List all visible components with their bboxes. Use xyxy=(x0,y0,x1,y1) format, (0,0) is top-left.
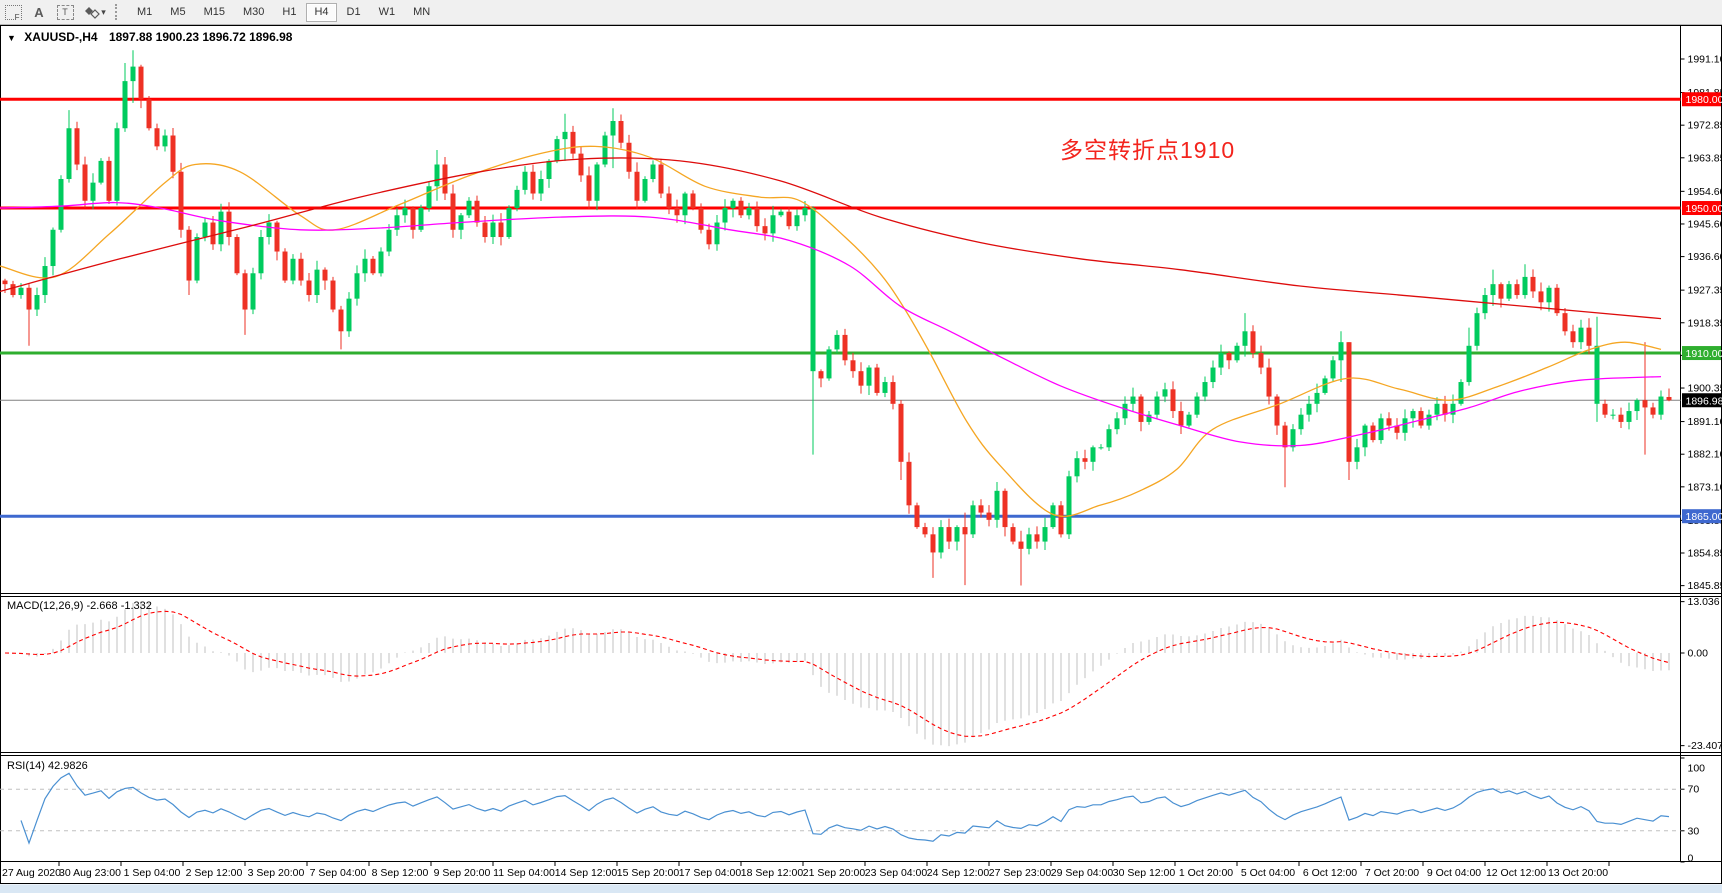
svg-text:-23.407: -23.407 xyxy=(1688,740,1722,752)
f-glyph: F xyxy=(14,12,20,22)
svg-text:100: 100 xyxy=(1688,763,1706,775)
svg-text:2 Sep 12:00: 2 Sep 12:00 xyxy=(186,867,243,879)
svg-text:70: 70 xyxy=(1688,784,1700,796)
timeframe-button-M15[interactable]: M15 xyxy=(203,5,225,18)
rsi-indicator-label: RSI(14) 42.9826 xyxy=(7,760,88,772)
svg-text:0: 0 xyxy=(1688,853,1694,865)
timeframe-button-MN[interactable]: MN xyxy=(413,5,431,18)
svg-text:6 Oct 12:00: 6 Oct 12:00 xyxy=(1303,867,1357,879)
svg-text:1865.00: 1865.00 xyxy=(1686,511,1722,523)
svg-text:1927.35: 1927.35 xyxy=(1688,285,1722,297)
svg-text:9 Sep 20:00: 9 Sep 20:00 xyxy=(434,867,491,879)
svg-text:23 Sep 04:00: 23 Sep 04:00 xyxy=(865,867,928,879)
svg-text:9 Oct 04:00: 9 Oct 04:00 xyxy=(1427,867,1481,879)
svg-text:0.00: 0.00 xyxy=(1688,648,1709,660)
candles-layer xyxy=(2,50,1672,586)
svg-text:7 Sep 04:00: 7 Sep 04:00 xyxy=(310,867,367,879)
svg-text:1873.10: 1873.10 xyxy=(1688,481,1722,493)
svg-text:8 Sep 12:00: 8 Sep 12:00 xyxy=(372,867,429,879)
svg-text:27 Sep 23:00: 27 Sep 23:00 xyxy=(989,867,1052,879)
timeframe-button-W1[interactable]: W1 xyxy=(378,5,396,18)
svg-text:30 Sep 12:00: 30 Sep 12:00 xyxy=(1113,867,1176,879)
arrows-glyph xyxy=(85,7,101,19)
timeframe-button-M30[interactable]: M30 xyxy=(242,5,265,18)
svg-text:1963.85: 1963.85 xyxy=(1688,152,1722,164)
rsi-line xyxy=(20,772,1670,845)
svg-text:1980.00: 1980.00 xyxy=(1686,94,1722,106)
svg-text:24 Sep 12:00: 24 Sep 12:00 xyxy=(927,867,990,879)
svg-text:1854.85: 1854.85 xyxy=(1688,548,1722,560)
svg-text:12 Oct 12:00: 12 Oct 12:00 xyxy=(1486,867,1546,879)
dropdown-caret-icon: ▾ xyxy=(101,6,106,17)
svg-text:1845.85: 1845.85 xyxy=(1688,580,1722,592)
ma-slow-line xyxy=(0,157,1662,320)
timeframe-button-D1[interactable]: D1 xyxy=(346,5,361,18)
svg-text:13.036: 13.036 xyxy=(1688,596,1720,608)
price-badges: 1980.00 1950.00 1910.00 1896.98 1865.00 xyxy=(1682,92,1722,524)
timeframe-button-M1[interactable]: M1 xyxy=(137,5,153,18)
svg-text:1882.10: 1882.10 xyxy=(1688,449,1722,461)
svg-text:21 Sep 20:00: 21 Sep 20:00 xyxy=(803,867,866,879)
svg-text:29 Sep 04:00: 29 Sep 04:00 xyxy=(1051,867,1114,879)
svg-text:1945.60: 1945.60 xyxy=(1688,218,1722,230)
macd-histogram xyxy=(12,601,1670,747)
svg-text:1991.10: 1991.10 xyxy=(1688,53,1722,65)
dotted-box-shape: F xyxy=(4,4,22,22)
macd-signal-line xyxy=(4,610,1670,737)
timeframe-buttons: M1 M5 M15 M30 H1 H4 D1 W1 MN xyxy=(128,2,439,22)
svg-text:18 Sep 12:00: 18 Sep 12:00 xyxy=(741,867,804,879)
svg-text:15 Sep 20:00: 15 Sep 20:00 xyxy=(617,867,680,879)
text-label-icon[interactable]: T xyxy=(52,3,78,22)
toolbar-grip[interactable] xyxy=(115,4,124,20)
svg-text:1954.60: 1954.60 xyxy=(1688,186,1722,198)
svg-text:1891.10: 1891.10 xyxy=(1688,416,1722,428)
svg-text:30 Aug 23:00: 30 Aug 23:00 xyxy=(59,867,121,879)
macd-indicator-label: MACD(12,26,9) -2.668 -1.332 xyxy=(7,600,152,612)
svg-text:5 Oct 04:00: 5 Oct 04:00 xyxy=(1241,867,1295,879)
macd-axis[interactable]: 13.036 0.00 -23.407 xyxy=(1680,596,1722,752)
svg-text:13 Oct 20:00: 13 Oct 20:00 xyxy=(1548,867,1608,879)
ma-medium-line xyxy=(0,201,1662,447)
svg-text:3 Sep 20:00: 3 Sep 20:00 xyxy=(248,867,305,879)
timeframe-button-H4[interactable]: H4 xyxy=(306,2,337,22)
svg-text:11 Sep 04:00: 11 Sep 04:00 xyxy=(493,867,555,879)
svg-text:1910.00: 1910.00 xyxy=(1686,348,1722,360)
svg-text:30: 30 xyxy=(1688,825,1700,837)
svg-text:27 Aug 2020: 27 Aug 2020 xyxy=(2,867,61,879)
ma-fast-line xyxy=(0,145,1662,517)
symbol-timeframe-label: XAUUSD-,H4 xyxy=(24,30,98,44)
svg-text:14 Sep 12:00: 14 Sep 12:00 xyxy=(555,867,618,879)
symbol-dropdown-icon[interactable]: ▼ xyxy=(7,33,16,43)
draw-text-icon[interactable]: A xyxy=(34,4,44,20)
svg-text:1900.35: 1900.35 xyxy=(1688,383,1722,395)
chart-text-annotation[interactable]: 多空转折点1910 xyxy=(1060,137,1236,163)
svg-text:17 Sep 04:00: 17 Sep 04:00 xyxy=(679,867,742,879)
svg-text:1896.98: 1896.98 xyxy=(1686,395,1722,407)
svg-text:1972.85: 1972.85 xyxy=(1688,120,1722,132)
timeframe-button-H1[interactable]: H1 xyxy=(282,5,297,18)
timeframe-button-M5[interactable]: M5 xyxy=(170,5,186,18)
toolbar: F A T ▾ M1 M5 M15 M30 H1 H4 D1 W1 MN xyxy=(0,0,1722,25)
svg-text:1918.35: 1918.35 xyxy=(1688,317,1722,329)
svg-text:1 Sep 04:00: 1 Sep 04:00 xyxy=(124,867,181,879)
svg-text:1950.00: 1950.00 xyxy=(1686,203,1722,215)
svg-text:1936.60: 1936.60 xyxy=(1688,251,1722,263)
rsi-levels xyxy=(0,788,1681,832)
svg-text:1 Oct 20:00: 1 Oct 20:00 xyxy=(1179,867,1233,879)
svg-text:7 Oct 20:00: 7 Oct 20:00 xyxy=(1365,867,1419,879)
panel-frames xyxy=(0,25,1722,884)
chart-title: ▼ XAUUSD-,H4 1897.88 1900.23 1896.72 189… xyxy=(7,30,292,44)
fibonacci-grid-icon[interactable]: F xyxy=(0,3,26,22)
rsi-axis[interactable]: 100 70 30 0 xyxy=(1680,757,1706,865)
arrows-tool-icon[interactable]: ▾ xyxy=(78,3,112,22)
ohlc-readout: 1897.88 1900.23 1896.72 1896.98 xyxy=(108,30,293,44)
